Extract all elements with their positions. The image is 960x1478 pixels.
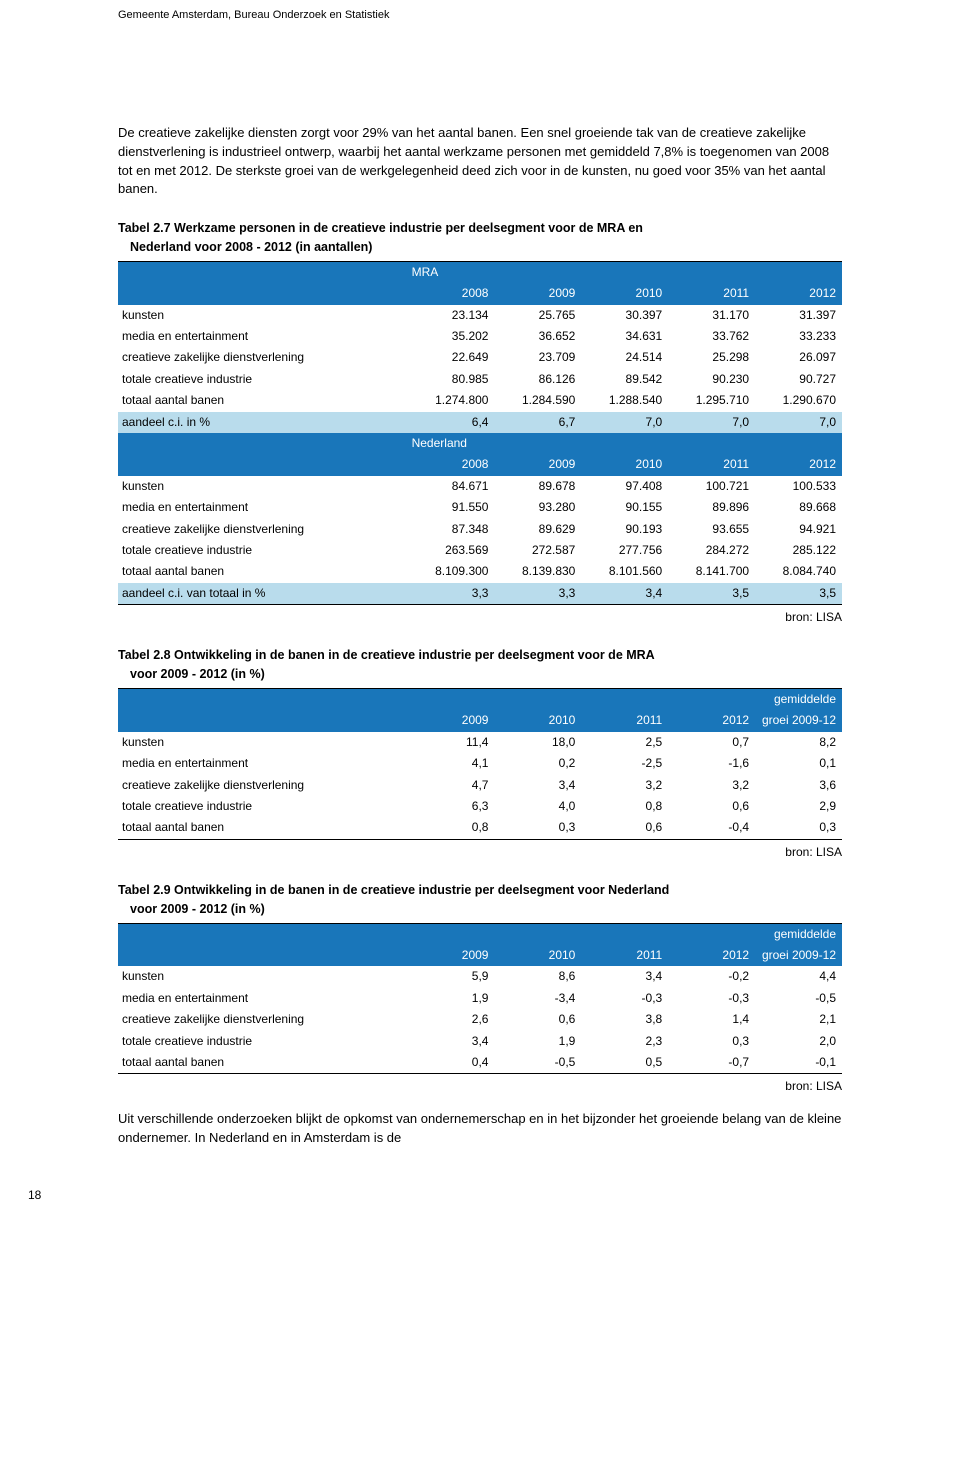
table-row: media en entertainment35.20236.65234.631… xyxy=(118,326,842,347)
table-row: kunsten5,98,63,4-0,24,4 xyxy=(118,966,842,987)
table27-mra-years-row: 20082009201020112012 xyxy=(118,283,842,304)
table-row: totale creatieve industrie6,34,00,80,62,… xyxy=(118,796,842,817)
table-row: media en entertainment4,10,2-2,5-1,60,1 xyxy=(118,753,842,774)
table29-source: bron: LISA xyxy=(118,1078,842,1095)
table27-nl-years-row: 20082009201020112012 xyxy=(118,454,842,475)
caption-line2: voor 2009 - 2012 (in %) xyxy=(130,667,265,681)
table-row: kunsten11,418,02,50,78,2 xyxy=(118,732,842,753)
table-row: totale creatieve industrie263.569272.587… xyxy=(118,540,842,561)
table-row: totaal aantal banen0,80,30,6-0,40,3 xyxy=(118,817,842,839)
page-number: 18 xyxy=(28,1187,842,1204)
table-row: totaal aantal banen0,4-0,50,5-0,7-0,1 xyxy=(118,1052,842,1074)
table-row: creatieve zakelijke dienstverlening2,60,… xyxy=(118,1009,842,1030)
table-row: media en entertainment1,9-3,4-0,3-0,3-0,… xyxy=(118,988,842,1009)
table-row: creatieve zakelijke dienstverlening87.34… xyxy=(118,519,842,540)
table27-caption: Tabel 2.7 Werkzame personen in de creati… xyxy=(118,219,842,257)
growth-header-row1: gemiddelde xyxy=(118,688,842,710)
caption-line1: Tabel 2.8 Ontwikkeling in de banen in de… xyxy=(118,648,655,662)
intro-paragraph: De creatieve zakelijke diensten zorgt vo… xyxy=(118,124,842,199)
table27-mra-share-row: aandeel c.i. in %6,46,77,07,07,0 xyxy=(118,412,842,433)
table-row: creatieve zakelijke dienstverlening4,73,… xyxy=(118,775,842,796)
growth-header-row2: 2009201020112012groei 2009-12 xyxy=(118,710,842,731)
caption-line1: Tabel 2.7 Werkzame personen in de creati… xyxy=(118,221,643,235)
table27-mra-label-row: MRA xyxy=(118,261,842,283)
closing-paragraph: Uit verschillende onderzoeken blijkt de … xyxy=(118,1110,842,1148)
table27: MRA20082009201020112012kunsten23.13425.7… xyxy=(118,261,842,605)
caption-line2: Nederland voor 2008 - 2012 (in aantallen… xyxy=(130,240,372,254)
table-row: creatieve zakelijke dienstverlening22.64… xyxy=(118,347,842,368)
table27-source: bron: LISA xyxy=(118,609,842,626)
table-row: totaal aantal banen1.274.8001.284.5901.2… xyxy=(118,390,842,411)
table27-nl-label-row: Nederland xyxy=(118,433,842,454)
table-row: media en entertainment91.55093.28090.155… xyxy=(118,497,842,518)
table29: gemiddelde2009201020112012groei 2009-12k… xyxy=(118,923,842,1075)
table-row: kunsten84.67189.67897.408100.721100.533 xyxy=(118,476,842,497)
table27-nl-share-row: aandeel c.i. van totaal in %3,33,33,43,5… xyxy=(118,583,842,605)
table-row: totale creatieve industrie80.98586.12689… xyxy=(118,369,842,390)
page-header: Gemeente Amsterdam, Bureau Onderzoek en … xyxy=(118,0,842,24)
table-row: totaal aantal banen8.109.3008.139.8308.1… xyxy=(118,561,842,582)
caption-line2: voor 2009 - 2012 (in %) xyxy=(130,902,265,916)
growth-header-row1: gemiddelde xyxy=(118,923,842,945)
table-row: kunsten23.13425.76530.39731.17031.397 xyxy=(118,305,842,326)
table-row: totale creatieve industrie3,41,92,30,32,… xyxy=(118,1031,842,1052)
table29-caption: Tabel 2.9 Ontwikkeling in de banen in de… xyxy=(118,881,842,919)
table28-caption: Tabel 2.8 Ontwikkeling in de banen in de… xyxy=(118,646,842,684)
table28: gemiddelde2009201020112012groei 2009-12k… xyxy=(118,688,842,840)
table28-source: bron: LISA xyxy=(118,844,842,861)
caption-line1: Tabel 2.9 Ontwikkeling in de banen in de… xyxy=(118,883,669,897)
growth-header-row2: 2009201020112012groei 2009-12 xyxy=(118,945,842,966)
